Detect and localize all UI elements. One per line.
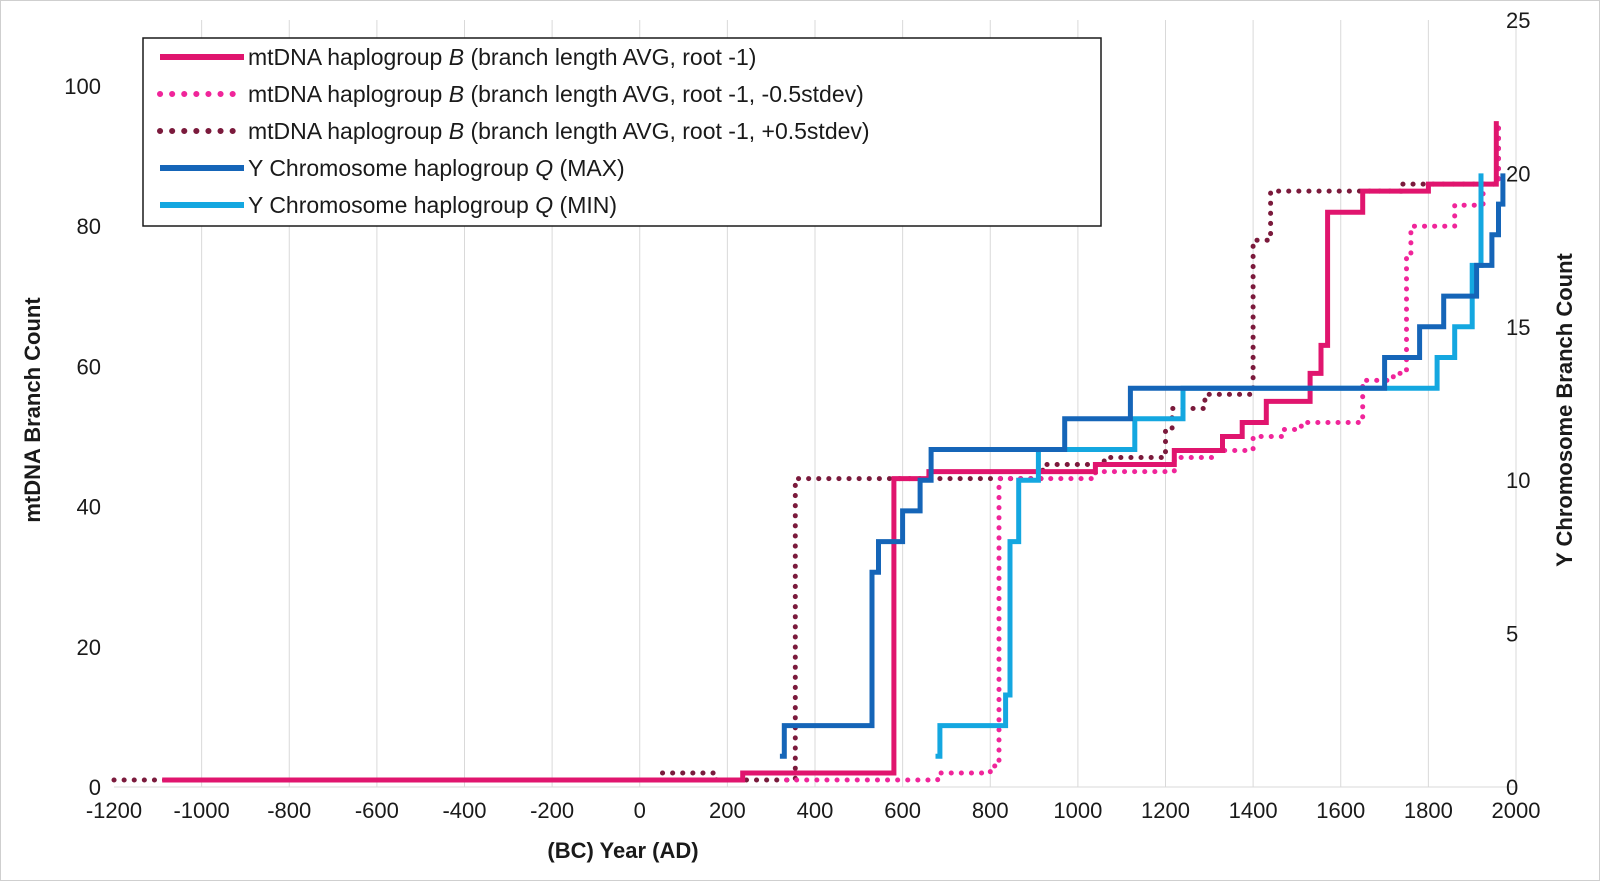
left-y-tick-label: 60 bbox=[77, 354, 101, 379]
right-y-tick-label: 10 bbox=[1506, 468, 1530, 493]
legend: mtDNA haplogroup B (branch length AVG, r… bbox=[142, 37, 1102, 227]
left-y-axis-title: mtDNA Branch Count bbox=[20, 297, 45, 523]
x-tick-label: 1800 bbox=[1404, 798, 1453, 823]
series-line bbox=[784, 118, 1501, 783]
x-tick-label: -800 bbox=[267, 798, 311, 823]
left-y-tick-label: 40 bbox=[77, 495, 101, 520]
x-tick-label: 1200 bbox=[1141, 798, 1190, 823]
x-tick-label: -1000 bbox=[173, 798, 229, 823]
x-tick-label: 200 bbox=[709, 798, 746, 823]
left-y-axis-ticks: 0 20 40 60 80 100 bbox=[64, 74, 101, 800]
right-y-tick-label: 20 bbox=[1506, 161, 1530, 186]
left-y-tick-label: 0 bbox=[89, 775, 101, 800]
x-tick-label: 1400 bbox=[1229, 798, 1278, 823]
x-tick-label: -400 bbox=[442, 798, 486, 823]
right-y-tick-label: 15 bbox=[1506, 315, 1530, 340]
x-tick-label: 2000 bbox=[1492, 798, 1541, 823]
series-group bbox=[111, 118, 1506, 783]
series-line bbox=[779, 173, 1506, 759]
right-y-tick-label: 25 bbox=[1506, 8, 1530, 33]
series-line bbox=[935, 173, 1484, 759]
x-tick-label: 400 bbox=[797, 798, 834, 823]
left-y-tick-label: 80 bbox=[77, 214, 101, 239]
series-line bbox=[111, 118, 1501, 783]
right-y-axis-title: Y Chromosome Branch Count bbox=[1552, 252, 1577, 566]
x-tick-label: 1600 bbox=[1316, 798, 1365, 823]
legend-label: mtDNA haplogroup B (branch length AVG, r… bbox=[248, 118, 870, 144]
x-tick-label: -200 bbox=[530, 798, 574, 823]
left-y-tick-label: 20 bbox=[77, 635, 101, 660]
x-tick-label: -600 bbox=[355, 798, 399, 823]
left-y-tick-label: 100 bbox=[64, 74, 101, 99]
right-y-tick-label: 5 bbox=[1506, 622, 1518, 647]
legend-label: Y Chromosome haplogroup Q (MAX) bbox=[248, 155, 625, 181]
x-tick-label: 1000 bbox=[1053, 798, 1102, 823]
legend-label: mtDNA haplogroup B (branch length AVG, r… bbox=[248, 81, 864, 107]
legend-box bbox=[142, 37, 1102, 227]
x-tick-label: 0 bbox=[634, 798, 646, 823]
x-tick-label: 800 bbox=[972, 798, 1009, 823]
x-tick-label: 600 bbox=[884, 798, 921, 823]
legend-label: Y Chromosome haplogroup Q (MIN) bbox=[248, 192, 617, 218]
right-y-tick-label: 0 bbox=[1506, 775, 1518, 800]
right-y-axis-ticks: 0 5 10 15 20 25 bbox=[1506, 8, 1530, 800]
series-line bbox=[162, 121, 1499, 783]
x-axis-ticks: -1200 -1000 -800 -600 -400 -200 0 200 400 600 800 1… bbox=[86, 798, 1541, 823]
x-axis-title: (BC) Year (AD) bbox=[547, 838, 698, 863]
x-tick-label: -1200 bbox=[86, 798, 142, 823]
legend-label: mtDNA haplogroup B (branch length AVG, r… bbox=[248, 44, 756, 70]
